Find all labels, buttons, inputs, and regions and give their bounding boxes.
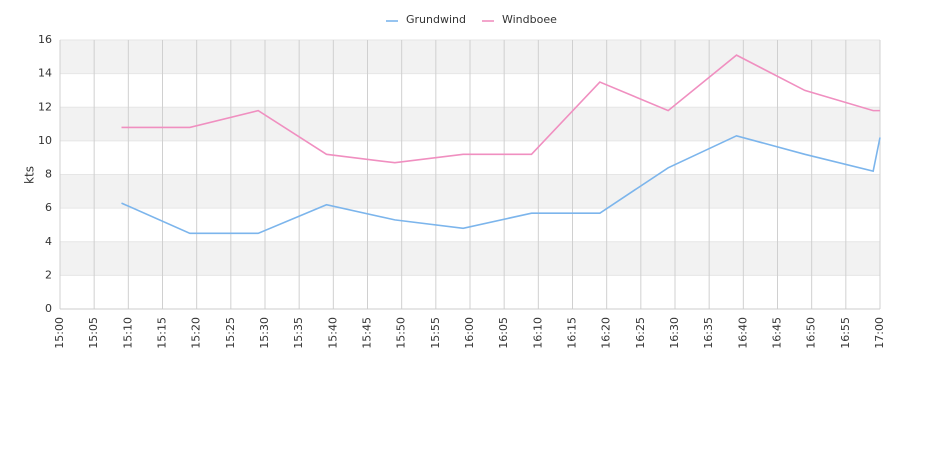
y-tick-label: 0 [45, 302, 52, 315]
x-tick-label: 16:45 [771, 317, 784, 349]
x-tick-label: 16:30 [668, 317, 681, 349]
y-tick-label: 12 [38, 100, 52, 113]
x-tick-label: 15:30 [258, 317, 271, 349]
x-tick-label: 16:15 [566, 317, 579, 349]
y-tick-label: 2 [45, 268, 52, 281]
x-tick-label: 15:10 [121, 317, 134, 349]
legend-label: Grundwind [406, 13, 466, 26]
y-axis-label: kts [23, 166, 37, 184]
y-tick-label: 6 [45, 201, 52, 214]
x-tick-label: 15:50 [395, 317, 408, 349]
x-tick-label: 15:00 [53, 317, 66, 349]
x-tick-label: 16:55 [839, 317, 852, 349]
x-tick-label: 16:10 [531, 317, 544, 349]
x-tick-label: 16:05 [497, 317, 510, 349]
x-tick-label: 16:20 [600, 317, 613, 349]
x-tick-label: 16:50 [805, 317, 818, 349]
y-tick-label: 8 [45, 168, 52, 181]
series-line [121, 54, 880, 164]
x-tick-label: 16:00 [463, 317, 476, 349]
y-tick-label: 10 [38, 134, 52, 147]
x-tick-label: 15:25 [224, 317, 237, 349]
x-tick-label: 15:20 [190, 317, 203, 349]
x-tick-label: 15:45 [361, 317, 374, 349]
x-tick-label: 15:15 [156, 317, 169, 349]
series-line [121, 134, 881, 235]
x-tick-label: 15:35 [292, 317, 305, 349]
y-tick-label: 14 [38, 67, 52, 80]
x-tick-label: 15:55 [429, 317, 442, 349]
y-tick-label: 16 [38, 33, 52, 46]
legend: Grundwind Windboee [386, 13, 557, 26]
y-tick-label: 4 [45, 235, 52, 248]
x-tick-label: 16:35 [702, 317, 715, 349]
x-tick-label: 16:25 [634, 317, 647, 349]
legend-label: Windboee [502, 13, 557, 26]
x-tick-label: 15:40 [326, 317, 339, 349]
x-tick-label: 15:05 [87, 317, 100, 349]
x-tick-label: 16:40 [736, 317, 749, 349]
x-tick-label: 17:00 [873, 317, 886, 349]
